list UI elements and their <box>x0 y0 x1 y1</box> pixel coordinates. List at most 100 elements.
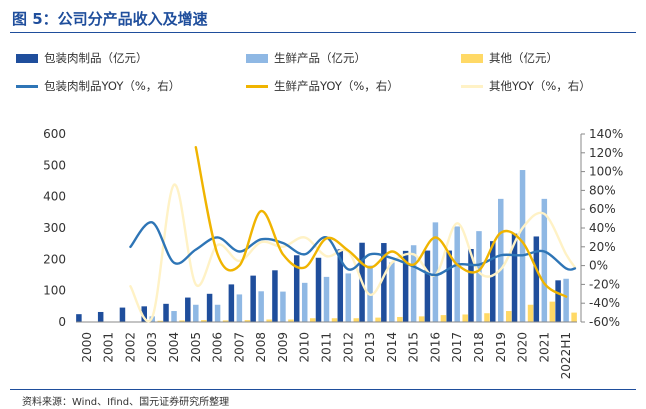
right-tick-label: 100% <box>589 165 623 179</box>
x-tick-label: 2012 <box>341 332 355 363</box>
bar-fresh <box>171 311 177 322</box>
x-tick-label: 2014 <box>385 332 399 363</box>
bar-other <box>331 318 338 322</box>
x-tick-label: 2016 <box>428 332 442 363</box>
right-tick-label: 140% <box>589 127 623 141</box>
bar-other <box>266 319 272 322</box>
legend-label-other-line: 其他YOY（%，右） <box>489 79 591 93</box>
bar-other <box>462 314 468 322</box>
bar-fresh <box>432 222 439 322</box>
right-tick-label: -40% <box>589 296 620 310</box>
x-tick-label: 2020 <box>516 332 530 363</box>
x-tick-label: 2006 <box>211 332 225 363</box>
source-note: 资料来源：Wind、Ifind、国元证券研究所整理 <box>22 397 230 408</box>
x-tick-label: 2010 <box>298 332 312 363</box>
bar-fresh <box>193 304 199 322</box>
bar-other <box>309 318 316 322</box>
x-tick-label: 2003 <box>145 332 159 363</box>
bar-other <box>244 320 251 322</box>
bar-pack <box>272 270 278 322</box>
bar-pack <box>402 250 409 322</box>
bar-fresh <box>563 278 569 322</box>
bar-other <box>353 318 360 322</box>
x-tick-label: 2017 <box>450 332 464 363</box>
x-tick-label: 2004 <box>167 332 181 363</box>
legend-label-pack-bar: 包装肉制品（亿元） <box>44 51 148 65</box>
bar-fresh <box>323 276 330 322</box>
legend-label-pack-line: 包装肉制品YOY（%，右） <box>44 79 181 93</box>
bar-pack <box>97 311 104 322</box>
x-tick-label: 2018 <box>472 332 486 363</box>
bar-other <box>506 311 512 322</box>
bar-fresh <box>389 262 395 322</box>
right-tick-label: 20% <box>589 240 616 254</box>
left-tick-label: 500 <box>43 158 66 172</box>
legend-item-other-bar: 其他（亿元） <box>461 50 558 66</box>
legend-swatch-fresh-line <box>246 84 268 88</box>
legend-item-pack-bar: 包装肉制品（亿元） <box>16 50 148 66</box>
bar-pack <box>141 306 147 322</box>
line-pack-yoy <box>129 221 577 277</box>
bar-pack <box>468 248 474 322</box>
bar-pack <box>511 233 518 322</box>
title-divider <box>10 32 636 33</box>
bar-pack <box>293 255 300 322</box>
x-tick-label: 2013 <box>363 332 377 363</box>
bar-fresh <box>214 304 221 322</box>
bar-fresh <box>258 291 264 322</box>
x-tick-label: 2002 <box>123 332 137 363</box>
bar-pack <box>228 284 235 322</box>
legend-label-fresh-bar: 生鲜产品（亿元） <box>274 51 366 65</box>
bar-other <box>179 320 185 322</box>
legend-label-fresh-line: 生鲜产品YOY（%，右） <box>274 79 399 93</box>
bar-pack <box>76 314 82 322</box>
bar-pack <box>424 250 431 322</box>
left-tick-label: 600 <box>43 127 66 141</box>
bar-pack <box>446 250 452 322</box>
legend-swatch-other-line <box>461 84 483 88</box>
right-tick-label: -60% <box>589 315 620 329</box>
bar-other <box>397 316 403 322</box>
bar-fresh <box>541 198 548 322</box>
legend-item-fresh-bar: 生鲜产品（亿元） <box>246 50 366 66</box>
bar-other <box>201 320 207 322</box>
legend-swatch-other-bar <box>461 53 483 63</box>
bar-other <box>527 304 534 322</box>
right-tick-label: 120% <box>589 146 623 160</box>
bar-other <box>375 317 381 322</box>
bar-fresh <box>410 245 417 322</box>
left-tick-label: 400 <box>43 190 66 204</box>
left-tick-label: 0 <box>58 315 66 329</box>
bar-pack <box>163 303 169 322</box>
bar-other <box>418 316 425 322</box>
x-tick-label: 2015 <box>407 332 421 363</box>
bar-fresh <box>476 231 482 322</box>
bar-pack <box>533 236 540 322</box>
bar-pack <box>250 275 256 322</box>
figure-title: 图 5：公司分产品收入及增速 <box>12 10 208 28</box>
bar-pack <box>337 249 344 322</box>
bar-other <box>484 313 490 322</box>
bar-pack <box>119 307 126 322</box>
bar-fresh <box>498 198 504 322</box>
line-fresh-yoy <box>194 145 568 298</box>
legend-item-fresh-line: 生鲜产品YOY（%，右） <box>246 78 399 94</box>
bar-other <box>440 315 447 322</box>
bar-fresh <box>301 282 308 322</box>
bar-pack <box>315 257 322 322</box>
x-tick-label: 2009 <box>276 332 290 363</box>
bar-fresh <box>345 273 352 322</box>
left-tick-label: 300 <box>43 221 66 235</box>
bar-other <box>288 319 294 322</box>
bar-fresh <box>519 170 526 322</box>
x-tick-label: 2007 <box>232 332 246 363</box>
x-tick-label: 2000 <box>80 332 94 363</box>
bar-other <box>571 312 577 322</box>
legend-swatch-pack-bar <box>16 53 38 63</box>
left-tick-label: 100 <box>43 284 66 298</box>
bar-other <box>549 301 556 322</box>
bar-pack <box>381 243 387 322</box>
right-tick-label: 60% <box>589 202 616 216</box>
x-tick-label: 2022H1 <box>559 332 573 379</box>
